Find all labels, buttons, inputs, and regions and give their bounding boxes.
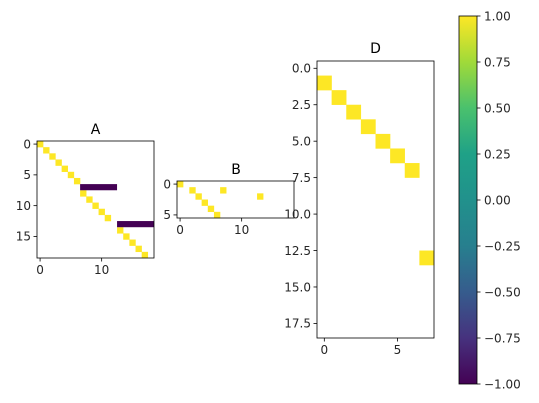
panel-a-bar-1: [117, 221, 154, 228]
panel-a-ytick-label-0: 0: [23, 137, 31, 151]
panel-d-ytick-label-3: 7.5: [292, 171, 311, 185]
panel-a-cell-8: [86, 196, 93, 203]
panel-a-cell-5: [67, 171, 75, 179]
panel-b-title: B: [231, 162, 241, 178]
panel-a-cell-9: [92, 202, 99, 209]
panel-a-ytick-label-1: 5: [23, 168, 31, 182]
panel-d-cell-2: [346, 104, 362, 120]
panel-b-cell-5: [213, 211, 221, 219]
panel-a-cell-3: [55, 159, 62, 166]
panel-d-ytick-label-2: 5.0: [292, 134, 311, 148]
panel-b-ytick-label-1: 5: [163, 208, 171, 222]
panel-d-ytick-label-6: 15.0: [284, 280, 311, 294]
panel-d-cell-5: [390, 148, 405, 164]
panel-b-ytick-label-0: 0: [163, 177, 171, 191]
panel-a-frame: [36, 140, 155, 259]
panel-a-cell-1: [43, 147, 50, 154]
panel-a-cell-11: [104, 214, 112, 222]
panel-b-cell-4: [207, 205, 215, 213]
panel-d-cell-7: [419, 250, 435, 266]
panel-a-bar-0: [80, 184, 118, 191]
panel-d-frame: [316, 60, 435, 339]
panel-a-cell-4: [61, 165, 68, 172]
panel-d-cell-4: [375, 133, 391, 149]
panel-b-cell-0: [177, 181, 184, 188]
panel-a-cell-10: [98, 208, 105, 216]
panel-d-ytick-label-7: 17.5: [284, 317, 311, 331]
panel-a-title: A: [91, 122, 101, 138]
colorbar-tick-label-7: −0.75: [484, 331, 521, 345]
panel-a-cell-14: [129, 239, 136, 246]
panel-b-cells: [177, 181, 264, 219]
panel-a-ticks: 0 10 0 5 10 15: [16, 137, 110, 277]
panel-d-title: D: [370, 41, 381, 57]
panel-a-cell-2: [49, 153, 56, 160]
panel-d-cell-3: [360, 119, 376, 135]
panel-d-ytick-label-1: 2.5: [292, 98, 311, 112]
panel-d-ytick-label-4: 10.0: [284, 207, 311, 221]
colorbar-tick-label-5: −0.25: [484, 239, 521, 253]
colorbar-ticks: 1.00 0.75 0.50 0.25 0.00 −0.25 −0.50 −0.75 −1.00: [477, 9, 521, 391]
panel-d-ytick-label-0: 0.0: [292, 62, 311, 76]
panel-a-cell-16: [141, 251, 149, 259]
colorbar-tick-label-8: −1.00: [484, 377, 521, 391]
colorbar-tick-label-2: 0.50: [484, 101, 511, 115]
panel-b-cell-6: [220, 187, 227, 194]
panel-b-cell-1: [189, 187, 196, 194]
panel-a-cell-13: [123, 233, 130, 240]
panel-d-ytick-label-5: 12.5: [284, 244, 311, 258]
panel-a-cells: [37, 141, 154, 259]
panel-a-cell-0: [37, 141, 44, 148]
colorbar-tick-label-1: 0.75: [484, 55, 511, 69]
panel-d-xtick-label-0: 0: [320, 343, 328, 357]
colorbar-gradient: [459, 16, 477, 384]
panel-b-xtick-label-0: 0: [176, 223, 184, 237]
panel-d-cell-6: [404, 163, 420, 178]
colorbar-tick-label-6: −0.50: [484, 285, 521, 299]
panel-a: A 0 10 0 5 10 15: [16, 122, 155, 277]
panel-b-xtick-label-1: 10: [234, 223, 249, 237]
panel-a-ytick-label-2: 10: [16, 199, 31, 213]
panel-a-xtick-label-1: 10: [94, 263, 109, 277]
panel-a-ytick-label-3: 15: [16, 230, 31, 244]
panel-d-xtick-label-1: 5: [394, 343, 402, 357]
panel-d-cell-1: [331, 90, 347, 105]
panel-a-cell-6: [73, 177, 81, 185]
panel-a-cell-15: [135, 245, 142, 253]
panel-d: D 0 5 0.0 2.5 5.0 7.5 10.0 12.5 15.0 17.5: [284, 41, 435, 357]
colorbar-tick-label-3: 0.25: [484, 147, 511, 161]
panel-b-cell-7: [257, 193, 264, 200]
panel-a-cell-12: [117, 227, 124, 234]
panel-b-cell-2: [195, 193, 202, 200]
panel-d-cell-0: [317, 75, 332, 91]
panel-d-ticks: 0 5 0.0 2.5 5.0 7.5 10.0 12.5 15.0 17.5: [284, 62, 401, 357]
colorbar-tick-label-0: 1.00: [484, 9, 511, 23]
panel-d-cells: [317, 75, 435, 266]
panel-b-frame: [176, 180, 295, 219]
colorbar-tick-label-4: 0.00: [484, 193, 511, 207]
panel-a-cell-7: [80, 190, 87, 197]
colorbar: 1.00 0.75 0.50 0.25 0.00 −0.25 −0.50 −0.75 −1.00: [458, 9, 521, 391]
panel-a-xtick-label-0: 0: [36, 263, 44, 277]
panel-b-cell-3: [201, 199, 208, 206]
